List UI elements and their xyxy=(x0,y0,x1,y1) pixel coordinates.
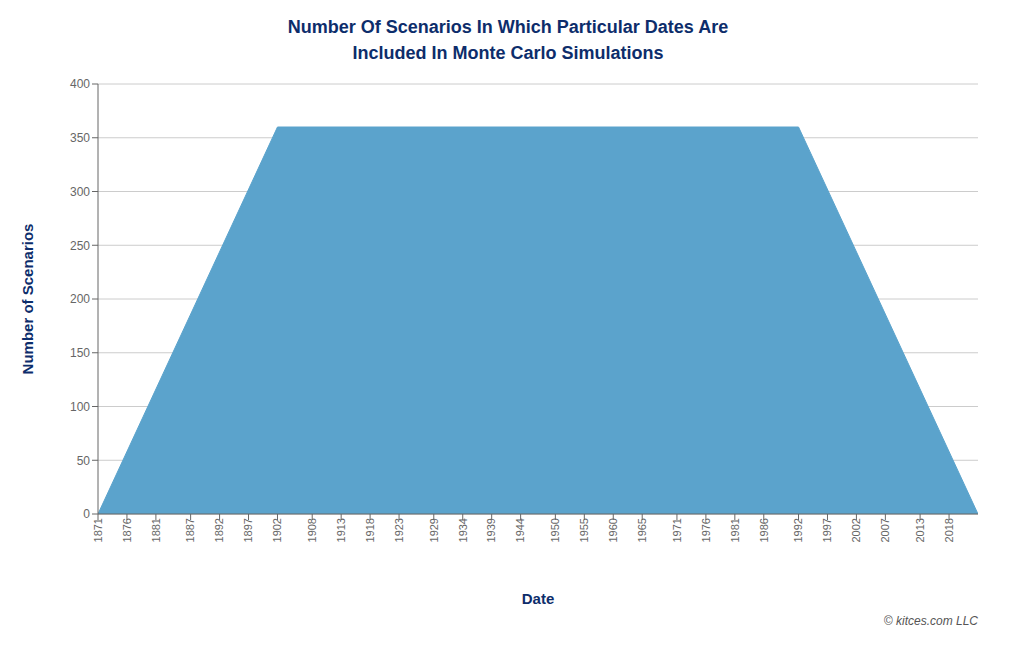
svg-text:1881: 1881 xyxy=(150,518,162,542)
svg-text:1950: 1950 xyxy=(549,518,561,542)
svg-text:1971: 1971 xyxy=(671,518,683,542)
svg-text:1871: 1871 xyxy=(92,518,104,542)
svg-text:1986: 1986 xyxy=(758,518,770,542)
svg-text:200: 200 xyxy=(70,292,90,306)
svg-text:1923: 1923 xyxy=(393,518,405,542)
html-text:Number Of Scenarios In Which P: Number Of Scenarios In Which Particular … xyxy=(287,17,729,37)
svg-text:250: 250 xyxy=(70,239,90,253)
svg-text:Number of Scenarios: Number of Scenarios xyxy=(19,224,36,375)
svg-text:1902: 1902 xyxy=(271,518,283,542)
svg-text:1944: 1944 xyxy=(514,518,526,542)
svg-text:1934: 1934 xyxy=(457,518,469,542)
svg-text:0: 0 xyxy=(83,507,90,521)
svg-text:1997: 1997 xyxy=(821,518,833,542)
svg-text:2013: 2013 xyxy=(914,518,926,542)
svg-text:1876: 1876 xyxy=(121,518,133,542)
svg-text:1913: 1913 xyxy=(335,518,347,542)
svg-text:2007: 2007 xyxy=(879,518,891,542)
svg-text:1892: 1892 xyxy=(213,518,225,542)
svg-text:400: 400 xyxy=(70,77,90,91)
svg-text:1918: 1918 xyxy=(364,518,376,542)
svg-text:50: 50 xyxy=(77,454,91,468)
svg-text:1929: 1929 xyxy=(428,518,440,542)
svg-text:300: 300 xyxy=(70,185,90,199)
svg-text:1965: 1965 xyxy=(636,518,648,542)
svg-text:2002: 2002 xyxy=(850,518,862,542)
html-text:© kitces.com LLC: © kitces.com LLC xyxy=(883,614,978,628)
svg-text:1908: 1908 xyxy=(306,518,318,542)
svg-text:1981: 1981 xyxy=(729,518,741,542)
svg-text:1976: 1976 xyxy=(700,518,712,542)
svg-text:1992: 1992 xyxy=(792,518,804,542)
svg-text:1897: 1897 xyxy=(242,518,254,542)
svg-text:1887: 1887 xyxy=(184,518,196,542)
svg-text:1955: 1955 xyxy=(578,518,590,542)
svg-text:2018: 2018 xyxy=(943,518,955,542)
html-text:Included In Monte Carlo Simula: Included In Monte Carlo Simulations xyxy=(352,43,664,63)
svg-text:350: 350 xyxy=(70,131,90,145)
svg-text:100: 100 xyxy=(70,400,90,414)
svg-text:Date: Date xyxy=(522,590,555,607)
svg-text:150: 150 xyxy=(70,346,90,360)
svg-text:1960: 1960 xyxy=(607,518,619,542)
svg-text:1939: 1939 xyxy=(485,518,497,542)
